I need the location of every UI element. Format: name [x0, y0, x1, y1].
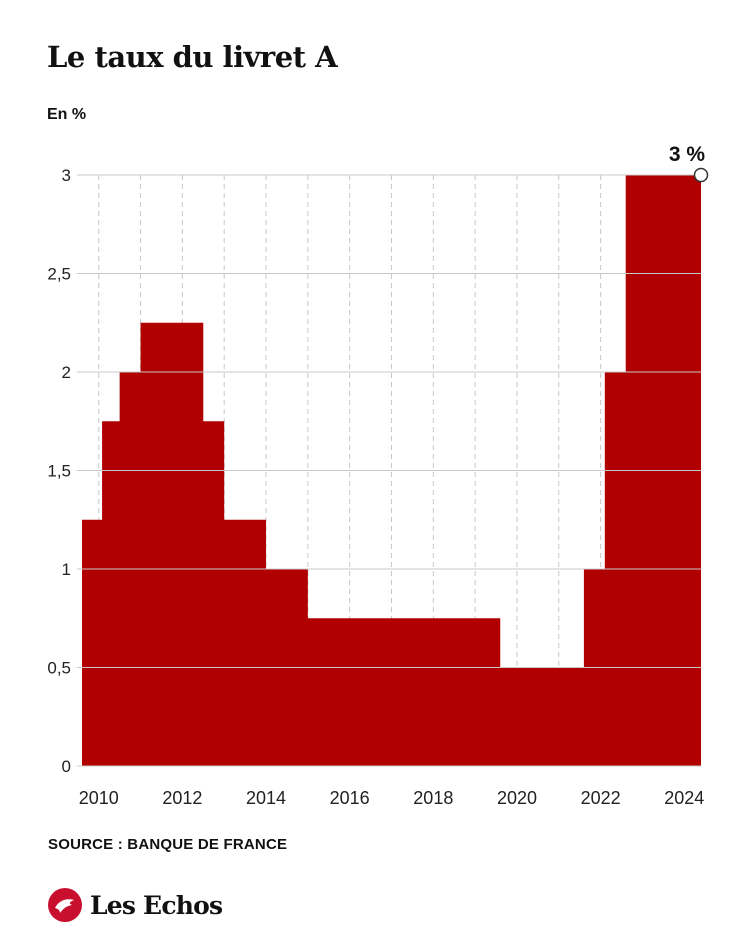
latest-value-label: 3 %	[669, 143, 706, 166]
chart-title: Le taux du livret A	[47, 40, 338, 74]
x-tick-label: 2024	[664, 788, 704, 808]
rate-area	[82, 175, 701, 766]
y-tick-label: 1,5	[47, 462, 71, 481]
y-tick-label: 2,5	[47, 265, 71, 284]
y-tick-label: 2	[62, 363, 71, 382]
x-tick-label: 2020	[497, 788, 537, 808]
source-note: SOURCE : BANQUE DE FRANCE	[48, 836, 288, 853]
x-tick-label: 2014	[246, 788, 286, 808]
brand-emblem-icon	[48, 888, 82, 922]
y-axis-unit: En %	[47, 106, 87, 123]
y-tick-label: 1	[62, 560, 71, 579]
x-tick-label: 2012	[162, 788, 202, 808]
x-tick-label: 2018	[413, 788, 453, 808]
brand-name: Les Echos	[90, 890, 223, 920]
y-tick-label: 0,5	[47, 659, 71, 678]
latest-value-marker	[693, 167, 709, 183]
y-tick-label: 3	[62, 166, 71, 185]
x-tick-label: 2022	[581, 788, 621, 808]
x-tick-label: 2016	[330, 788, 370, 808]
x-tick-label: 2010	[79, 788, 119, 808]
y-tick-label: 0	[62, 757, 71, 776]
chart-area: 0 0,5 1 1,5 2 2,5 3 2010 2012 2014 2016 2018 2020 202…	[47, 143, 709, 808]
brand-logo: Les Echos	[48, 888, 223, 922]
